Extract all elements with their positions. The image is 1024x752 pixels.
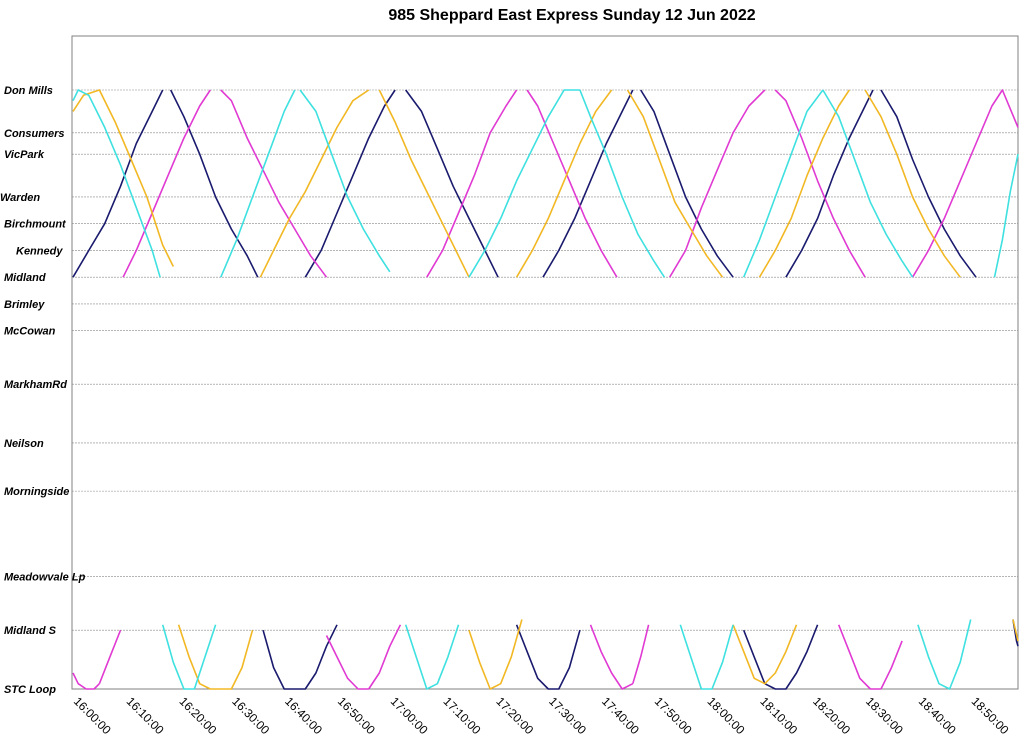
trace-series-2-trip-1 (122, 89, 211, 278)
trace-series-4-trip-12 (917, 619, 972, 690)
trace-series-2-trip-5 (669, 89, 766, 278)
stop-label-stc-loop: STC Loop (4, 684, 56, 696)
stop-label-warden: Warden (0, 192, 40, 204)
time-tick-label: 17:30:00 (546, 694, 589, 737)
time-tick-label: 17:50:00 (652, 694, 695, 737)
trace-series-4-trip-8 (993, 154, 1019, 278)
stop-label-don-mills: Don Mills (4, 85, 53, 97)
stop-label-kennedy: Kennedy (16, 245, 63, 257)
trace-series-2-trip-3 (426, 89, 518, 278)
time-tick-label: 16:20:00 (176, 694, 219, 737)
trace-series-2-trip-15 (880, 640, 903, 690)
trace-series-3-trip-11 (1012, 619, 1019, 642)
time-tick-label: 16:00:00 (71, 694, 114, 737)
trace-series-1-trip-2 (169, 89, 259, 278)
trace-series-2-trip-8 (72, 672, 100, 690)
stop-labels: Don Mills Consumers VicPark Warden Birchmoun… (0, 85, 86, 696)
trace-series-3-trip-7 (864, 89, 961, 278)
trace-series-4-trip-10 (404, 624, 460, 690)
stop-gridlines (72, 89, 1018, 631)
trace-series-3-trip-9 (468, 619, 523, 690)
trace-series-2-trip-7 (911, 89, 1019, 278)
stop-label-morningside: Morningside (4, 486, 69, 498)
stop-label-markhamrd: MarkhamRd (4, 379, 67, 391)
time-tick-label: 17:20:00 (493, 694, 536, 737)
trace-series-1-trip-6 (640, 89, 734, 278)
trace-series-2-trip-4 (526, 89, 618, 278)
time-tick-label: 18:30:00 (863, 694, 906, 737)
stop-label-birchmount: Birchmount (4, 219, 67, 231)
trace-series-3-trip-5 (626, 89, 724, 278)
trace-series-2-trip-11 (368, 624, 402, 690)
trace-series-3-trip-2 (259, 89, 370, 278)
stop-label-vicpark: VicPark (4, 149, 45, 161)
trace-series-1-trip-9 (515, 624, 581, 690)
trace-series-3-trip-3 (378, 89, 470, 278)
stop-label-neilson: Neilson (4, 438, 44, 450)
time-tick-label: 18:40:00 (916, 694, 959, 737)
stop-label-mccowan: McCowan (4, 326, 56, 338)
time-tick-label: 16:50:00 (335, 694, 378, 737)
time-tick-label: 18:20:00 (810, 694, 853, 737)
time-tick-label: 17:40:00 (599, 694, 642, 737)
trace-series-4-trip-1 (72, 89, 161, 278)
time-tick-label: 18:00:00 (705, 694, 748, 737)
trace-series-2-trip-10 (325, 635, 369, 690)
trace-series-2-trip-13 (632, 624, 650, 684)
trace-series-4-trip-11 (679, 624, 734, 690)
plot-frame (71, 35, 1019, 690)
trace-series-4-trip-7 (822, 89, 914, 278)
trace-series-4-trip-2 (220, 89, 296, 278)
stop-label-brimley: Brimley (4, 299, 45, 311)
trace-series-1-trip-5 (542, 89, 634, 278)
trace-series-4-trip-4 (468, 89, 580, 278)
trace-series-2-trip-6 (774, 89, 866, 278)
time-tick-labels: 16:00:00 16:10:00 16:20:00 16:30:00 16:40:00… (71, 694, 1012, 737)
trace-series-2-trip-12 (589, 624, 634, 690)
time-tick-label: 16:30:00 (229, 694, 272, 737)
trace-series-1-trip-10 (262, 624, 338, 690)
time-tick-label: 16:40:00 (282, 694, 325, 737)
trace-series-1-trip-3 (304, 89, 396, 278)
stop-label-midland-s: Midland S (4, 625, 57, 637)
trace-series-1-trip-11 (742, 624, 819, 690)
trace-series-1-trip-8 (880, 89, 977, 278)
trace-series-3-trip-6 (758, 89, 850, 278)
trace-series-4-trip-5 (579, 89, 666, 278)
stop-label-meadowvale-lp: Meadowvale Lp (4, 572, 86, 584)
trace-series-3-trip-8 (177, 624, 254, 690)
bus-traces (72, 89, 1019, 690)
trace-series-1-trip-7 (785, 89, 874, 278)
trace-series-2-trip-2 (220, 89, 328, 278)
chart-title: 985 Sheppard East Express Sunday 12 Jun … (388, 7, 755, 24)
time-tick-label: 16:10:00 (124, 694, 167, 737)
trace-series-4-trip-9 (161, 624, 217, 690)
trace-series-2-trip-9 (98, 629, 122, 684)
trace-series-1-trip-1 (72, 89, 164, 278)
stop-label-consumers: Consumers (4, 128, 65, 140)
trace-series-4-trip-3 (299, 89, 391, 273)
time-tick-label: 18:50:00 (969, 694, 1012, 737)
time-tick-label: 18:10:00 (757, 694, 800, 737)
time-tick-label: 17:10:00 (441, 694, 484, 737)
trace-series-4-trip-6 (742, 89, 824, 278)
trace-series-3-trip-4 (515, 89, 613, 278)
stop-label-midland: Midland (4, 272, 46, 284)
trace-series-3-trip-10 (732, 624, 798, 685)
time-tick-label: 17:00:00 (388, 694, 431, 737)
trace-series-1-trip-4 (405, 89, 499, 278)
trace-series-2-trip-14 (837, 624, 881, 690)
